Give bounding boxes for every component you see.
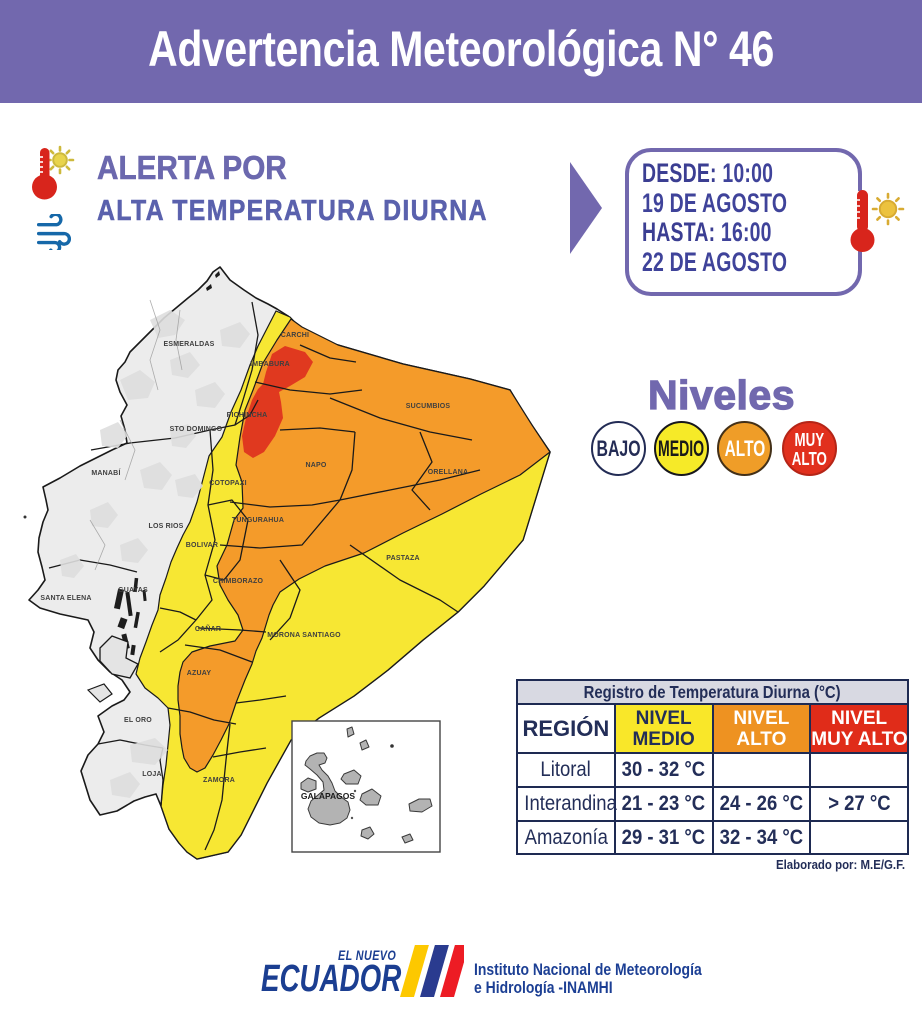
svg-text:CAÑAR: CAÑAR — [195, 624, 221, 633]
svg-text:PASTAZA: PASTAZA — [386, 555, 419, 562]
svg-text:BOLIVAR: BOLIVAR — [186, 542, 218, 549]
svg-text:EL ORO: EL ORO — [124, 717, 152, 724]
svg-text:MANABÍ: MANABÍ — [91, 468, 121, 477]
svg-text:ESMERALDAS: ESMERALDAS — [163, 341, 214, 348]
svg-text:PICHINCHA: PICHINCHA — [227, 412, 268, 419]
svg-text:IMBABURA: IMBABURA — [250, 361, 290, 368]
svg-text:TUNGURAHUA: TUNGURAHUA — [232, 517, 284, 524]
svg-text:SUCUMBIOS: SUCUMBIOS — [406, 403, 451, 410]
svg-text:GALAPAGOS: GALAPAGOS — [301, 791, 355, 801]
svg-text:STO DOMINGO: STO DOMINGO — [170, 426, 223, 433]
svg-text:SANTA ELENA: SANTA ELENA — [40, 595, 91, 602]
svg-text:MORONA SANTIAGO: MORONA SANTIAGO — [267, 632, 341, 639]
svg-text:LOJA: LOJA — [142, 771, 161, 778]
svg-text:AZUAY: AZUAY — [187, 670, 212, 677]
svg-text:COTOPAXI: COTOPAXI — [209, 480, 247, 487]
svg-text:CARCHI: CARCHI — [281, 332, 309, 339]
svg-text:CHIMBORAZO: CHIMBORAZO — [213, 578, 264, 585]
svg-text:NAPO: NAPO — [305, 462, 326, 469]
svg-text:GUAYAS: GUAYAS — [118, 587, 148, 594]
svg-text:LOS RIOS: LOS RIOS — [148, 523, 183, 530]
svg-text:ZAMORA: ZAMORA — [203, 777, 235, 784]
svg-text:ORELLANA: ORELLANA — [428, 469, 469, 476]
